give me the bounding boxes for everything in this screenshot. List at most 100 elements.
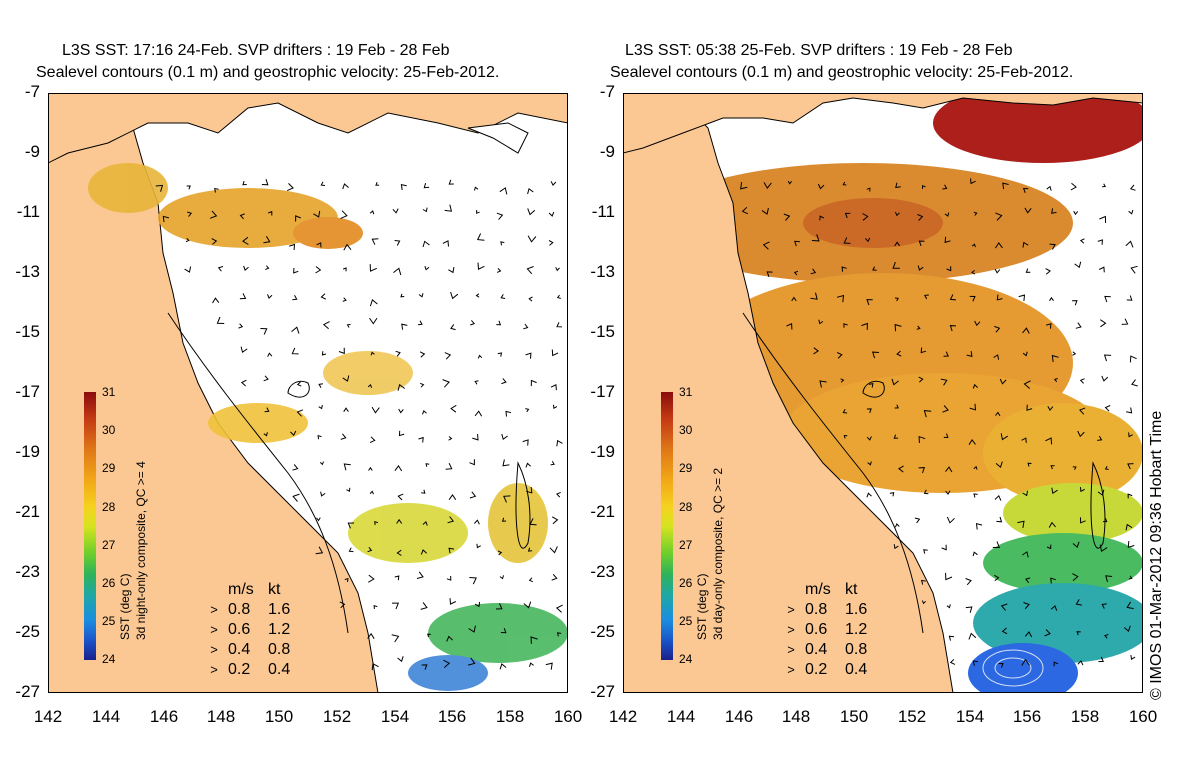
velocity-arrow (368, 466, 373, 471)
velocity-arrow (474, 519, 480, 525)
velocity-arrow (889, 491, 895, 497)
colorbar-tick: 29 (679, 461, 693, 475)
colorbar-tick: 31 (679, 385, 693, 399)
velocity-arrow (942, 405, 949, 413)
velocity-arrow (836, 294, 845, 303)
velocity-arrow (369, 490, 374, 495)
velocity-arrow (842, 408, 848, 414)
velocity-arrow (416, 571, 424, 579)
land-new-guinea (623, 93, 1143, 154)
y-tick: -9 (24, 142, 40, 161)
velocity-arrow (894, 211, 900, 217)
velocity-arrow (1049, 243, 1056, 250)
velocity-arrow (940, 378, 948, 386)
velocity-arrow (1100, 319, 1107, 328)
velocity-arrow (995, 212, 1003, 221)
x-tick: 160 (1128, 707, 1158, 726)
velocity-arrow (502, 459, 510, 467)
y-tick: -15 (15, 322, 40, 341)
velocity-arrow (370, 351, 375, 356)
velocity-arrow (450, 291, 459, 300)
velocity-arrow (1130, 655, 1136, 661)
y-tick: -27 (590, 682, 615, 701)
velocity-arrow (392, 208, 399, 214)
velocity-arrow (1001, 627, 1008, 635)
velocity-arrow (1079, 378, 1085, 384)
velocity-arrow (969, 403, 977, 411)
velocity-arrow (817, 183, 825, 190)
velocity-arrow (296, 381, 302, 387)
velocity-arrow (419, 351, 426, 358)
velocity-arrow (1022, 551, 1029, 558)
velocity-arrow (1047, 405, 1054, 411)
velocity-arrow (971, 243, 976, 248)
legend-ms: 0.4 (228, 641, 251, 658)
velocity-arrow (813, 347, 819, 355)
velocity-arrow (1046, 323, 1052, 329)
velocity-arrow (185, 237, 190, 243)
velocity-arrow (550, 181, 557, 186)
velocity-arrow (477, 354, 483, 359)
velocity-arrow (1098, 656, 1104, 663)
velocity-arrow (319, 461, 324, 466)
legend-kt: 0.4 (845, 661, 868, 678)
land-islands (467, 122, 529, 154)
velocity-arrow (240, 346, 248, 354)
velocity-arrows (740, 178, 1138, 668)
y-tick: -17 (590, 382, 615, 401)
velocity-arrow (1053, 378, 1058, 383)
velocity-arrow (320, 181, 326, 186)
arrow-icon: > (210, 662, 218, 677)
x-tick: 148 (206, 707, 236, 726)
velocity-arrow (866, 299, 873, 306)
velocity-arrow (1024, 631, 1033, 638)
velocity-arrow (1076, 631, 1081, 636)
velocity-arrow (1104, 465, 1109, 470)
velocity-arrow (1050, 605, 1058, 611)
velocity-arrow (1130, 265, 1138, 274)
map-panel-day: L3S SST: 05:38 25-Feb. SVP drifters : 19… (577, 0, 1177, 780)
velocity-arrow (525, 408, 530, 413)
velocity-arrow (445, 462, 453, 470)
velocity-arrow (923, 410, 932, 418)
velocity-arrow (1051, 354, 1059, 363)
velocity-arrow (914, 517, 921, 524)
velocity-arrow (1073, 210, 1079, 216)
velocity-arrow (917, 214, 924, 221)
velocity-arrow (1050, 465, 1055, 470)
velocity-arrow (470, 320, 476, 326)
velocity-arrow (1129, 184, 1136, 191)
velocity-arrow (497, 550, 503, 556)
velocity-arrow (393, 267, 402, 276)
colorbar-tick: 26 (679, 576, 693, 590)
velocity-arrow (872, 266, 877, 271)
velocity-arrow (1075, 599, 1082, 606)
panel-title-line1: L3S SST: 05:38 25-Feb. SVP drifters : 19… (625, 42, 1013, 59)
colorbar-tick: 24 (679, 652, 693, 666)
velocity-arrow (1024, 207, 1032, 214)
velocity-arrow (450, 404, 457, 413)
velocity-arrow (894, 323, 902, 332)
velocity-arrow (819, 215, 825, 221)
velocity-arrow (893, 544, 899, 550)
velocity-arrow (421, 664, 428, 670)
velocity-arrow (501, 378, 507, 385)
y-tick: -19 (590, 442, 615, 461)
velocity-arrow (1050, 577, 1056, 584)
y-tick: -7 (24, 82, 40, 101)
legend-ms: 0.6 (228, 621, 251, 638)
y-tick: -19 (15, 442, 40, 461)
velocity-arrow (209, 210, 218, 219)
legend-ms: 0.8 (228, 601, 251, 618)
velocity-arrow (243, 265, 249, 271)
velocity-arrow (810, 268, 817, 275)
velocity-arrow (286, 183, 294, 192)
velocity-arrow (811, 234, 820, 242)
velocity-arrow (394, 465, 403, 472)
velocity-arrow (944, 236, 951, 244)
velocity-arrow (369, 210, 375, 215)
x-tick: 144 (91, 707, 121, 726)
velocity-legend: m/s kt >0.8 1.6 >0.6 1.2 >0.4 0.8 >0.2 0.4 (206, 580, 290, 680)
velocity-arrow (556, 439, 563, 447)
x-tick: 148 (781, 707, 811, 726)
